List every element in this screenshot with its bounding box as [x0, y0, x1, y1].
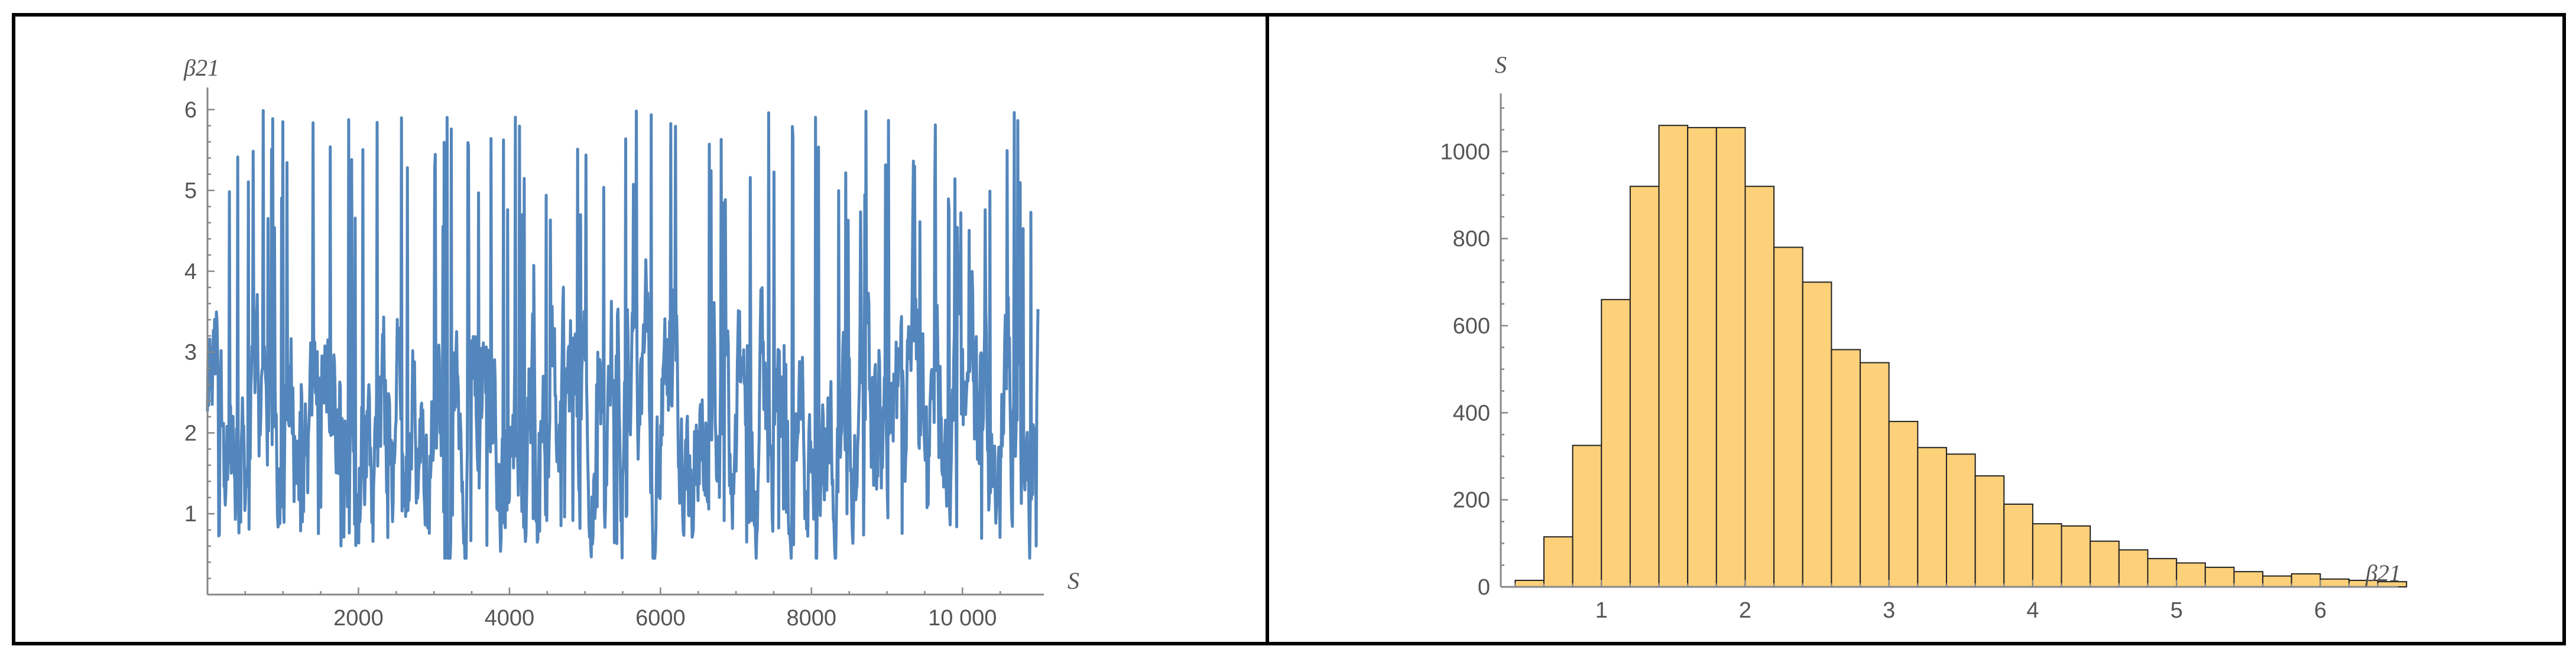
y-tick-label: 1000	[1440, 139, 1490, 164]
x-tick-label: 6	[2314, 598, 2327, 623]
x-tick-label: 6000	[635, 606, 686, 631]
x-tick-label: 4000	[485, 606, 535, 631]
y-tick-label: 0	[1478, 575, 1490, 600]
histogram-bar	[1543, 536, 1573, 587]
y-axis-label: S	[1495, 51, 1507, 78]
histogram-bar	[1744, 186, 1775, 588]
trace-plot-panel: 2000 4000 6000 8000 10 000 1 2 3 4 5 6 β21 S	[12, 13, 1273, 645]
histogram-bar	[1514, 579, 1545, 587]
x-tick-label: 1	[1595, 598, 1608, 623]
y-tick-label: 2	[184, 421, 197, 446]
y-tick-label: 200	[1453, 488, 1490, 513]
histogram-bar	[1860, 362, 1890, 588]
x-tick-label: 4	[2026, 598, 2039, 623]
trace-plot: 2000 4000 6000 8000 10 000 1 2 3 4 5 6 β21 S	[183, 54, 1079, 631]
histogram-bar	[2204, 566, 2235, 587]
histogram-bar	[1773, 246, 1803, 588]
x-tick-label: 2000	[333, 606, 384, 631]
x-tick-label: 8000	[787, 606, 837, 631]
histogram-bar	[1888, 421, 1919, 587]
histogram-bar	[1601, 298, 1631, 587]
histogram-bar	[1802, 281, 1832, 587]
x-tick-label: 5	[2171, 598, 2183, 623]
histogram-bar	[2233, 571, 2264, 587]
histogram-bar	[1831, 349, 1861, 588]
y-tick-label: 1	[184, 502, 197, 527]
histogram-bar	[1687, 126, 1717, 588]
histogram-bar	[1917, 447, 1948, 587]
histogram-bar	[2032, 523, 2062, 587]
y-tick-label: 3	[184, 340, 197, 365]
histogram-bar	[1658, 125, 1689, 588]
histogram-bar	[2118, 549, 2149, 587]
histogram-bar	[2291, 573, 2321, 588]
x-tick-label: 3	[1883, 598, 1895, 623]
histogram-bar	[2090, 540, 2120, 587]
histogram-bar	[2003, 504, 2033, 587]
histogram-bar	[2147, 558, 2178, 588]
x-axis-label: S	[1068, 567, 1079, 594]
y-tick-label: 6	[184, 98, 197, 122]
y-tick-label: 800	[1453, 227, 1490, 252]
histogram-bar	[2176, 562, 2206, 588]
histogram-bar	[2319, 578, 2350, 588]
x-tick-label: 2	[1739, 598, 1751, 623]
histogram-bar	[1572, 444, 1602, 587]
histogram-bar	[1974, 475, 2005, 587]
histogram-bar	[1629, 186, 1660, 588]
x-tick-label: 10 000	[928, 606, 997, 631]
y-tick-label: 5	[184, 178, 197, 203]
x-axis-label: β21	[2365, 560, 2401, 586]
y-tick-label: 600	[1453, 314, 1490, 339]
y-axis-label: β21	[183, 54, 219, 81]
histogram-bar	[2061, 525, 2091, 587]
y-tick-label: 4	[184, 259, 197, 284]
histogram-bar	[2262, 575, 2292, 588]
y-tick-label: 400	[1453, 401, 1490, 426]
histogram-bar	[1946, 453, 1976, 588]
histogram-bar	[1715, 126, 1746, 588]
trace-line	[206, 109, 1040, 560]
